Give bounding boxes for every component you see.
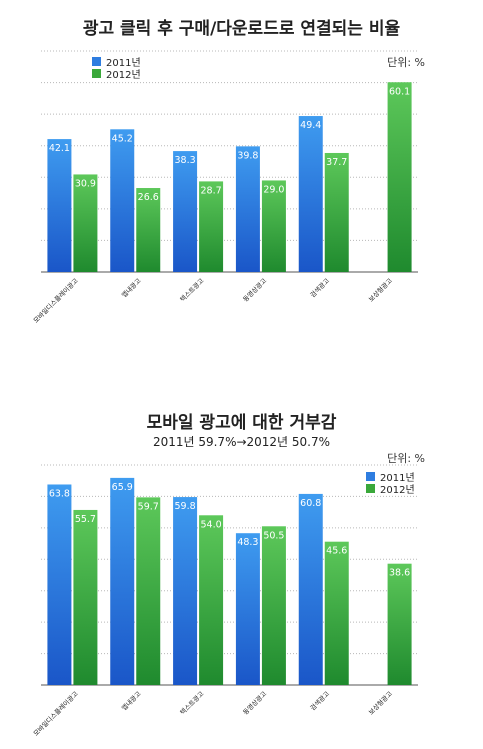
bar-2012 xyxy=(136,188,161,272)
legend-label: 2011년 xyxy=(106,57,141,69)
tick-label: 텍스트광고 xyxy=(179,690,206,717)
legend-label: 2012년 xyxy=(106,69,141,81)
chart-legend: 2011년 2012년 xyxy=(92,55,141,81)
bar-2011 xyxy=(235,533,260,685)
bar-2011 xyxy=(173,497,198,685)
data-label: 37.7 xyxy=(326,157,347,168)
bar-2011 xyxy=(110,129,135,272)
bar-2012 xyxy=(261,526,286,685)
bar-plot: 42.1 30.9 모바일디스플레이광고 45.2 26.6 앱내광고 38.3 28.7 텍스… xyxy=(31,50,418,325)
legend-label: 2012년 xyxy=(380,484,415,496)
legend-swatch-2011 xyxy=(366,471,375,481)
tick-label: 모바일디스플레이광고 xyxy=(31,689,80,738)
data-label: 60.1 xyxy=(389,86,410,97)
data-label: 63.8 xyxy=(49,488,70,499)
chart-ad-aversion: 모바일 광고에 대한 거부감 2011년 59.7%→2012년 50.7% 단… xyxy=(0,400,483,749)
data-label: 55.7 xyxy=(75,514,96,525)
tick-label: 앱내광고 xyxy=(119,276,142,299)
bar-2011 xyxy=(298,493,323,685)
data-label: 39.8 xyxy=(237,150,258,161)
data-label: 30.9 xyxy=(75,178,96,189)
data-label: 45.6 xyxy=(326,546,347,557)
data-label: 38.3 xyxy=(175,155,196,166)
tick-label: 보상형광고 xyxy=(366,276,394,304)
data-label: 38.6 xyxy=(389,568,410,579)
bar-2012 xyxy=(73,509,98,685)
bar-2012 xyxy=(324,541,349,685)
bar-2012 xyxy=(261,180,286,272)
tick-label: 동영상광고 xyxy=(241,689,269,717)
data-label: 65.9 xyxy=(112,482,133,493)
bar-2012 xyxy=(136,497,161,685)
bar-2011 xyxy=(47,484,72,685)
bar-2012 xyxy=(324,152,349,272)
tick-label: 앱내광고 xyxy=(119,689,142,712)
legend-swatch-2011 xyxy=(92,56,101,66)
legend-label: 2011년 xyxy=(380,472,415,484)
legend-item-2011: 2011년 xyxy=(92,55,141,69)
bar-2011 xyxy=(110,477,135,685)
data-label: 54.0 xyxy=(201,519,222,530)
chart-title: 광고 클릭 후 구매/다운로드로 연결되는 비율 xyxy=(82,19,401,39)
data-label: 45.2 xyxy=(112,133,133,144)
tick-label: 텍스트광고 xyxy=(179,277,206,304)
bar-plot: 63.8 55.7 모바일디스플레이광고 65.9 59.7 앱내광고 59.8 54.0 텍스… xyxy=(31,464,418,738)
legend-item-2012: 2012년 xyxy=(92,67,141,81)
chart-subtitle: 2011년 59.7%→2012년 50.7% xyxy=(152,435,331,449)
tick-label: 보상형광고 xyxy=(366,689,394,717)
data-label: 48.3 xyxy=(237,537,258,548)
legend-swatch-2012 xyxy=(366,483,375,493)
data-label: 59.7 xyxy=(138,501,159,512)
unit-label: 단위: % xyxy=(387,452,425,465)
bar-2012 xyxy=(73,174,98,272)
tick-label: 검색광고 xyxy=(308,276,331,299)
data-label: 26.6 xyxy=(138,192,159,203)
bar-2011 xyxy=(298,116,323,272)
data-label: 59.8 xyxy=(175,501,196,512)
tick-label: 검색광고 xyxy=(308,689,331,712)
bar-2012 xyxy=(199,515,224,685)
bar-2012 xyxy=(387,563,412,685)
data-label: 42.1 xyxy=(49,143,70,154)
data-label: 60.8 xyxy=(300,498,321,509)
bar-2011 xyxy=(47,139,72,272)
tick-label: 모바일디스플레이광고 xyxy=(31,276,80,325)
data-label: 29.0 xyxy=(263,184,284,195)
unit-label: 단위: % xyxy=(387,56,425,69)
bar-2011 xyxy=(235,146,260,272)
chart-title: 모바일 광고에 대한 거부감 xyxy=(146,413,337,433)
bar-2012 xyxy=(387,82,412,273)
legend-item-2012: 2012년 xyxy=(366,482,415,496)
data-label: 50.5 xyxy=(263,530,284,541)
bar-2011 xyxy=(173,151,198,272)
legend-item-2011: 2011년 xyxy=(366,470,415,484)
chart-legend: 2011년 2012년 xyxy=(366,470,415,496)
chart-conversion-rate: 광고 클릭 후 구매/다운로드로 연결되는 비율 2011년 2012년 단위:… xyxy=(0,0,483,370)
data-label: 49.4 xyxy=(300,120,321,131)
bar-2012 xyxy=(199,181,224,272)
data-label: 28.7 xyxy=(201,185,222,196)
tick-label: 동영상광고 xyxy=(241,276,269,304)
legend-swatch-2012 xyxy=(92,68,101,78)
